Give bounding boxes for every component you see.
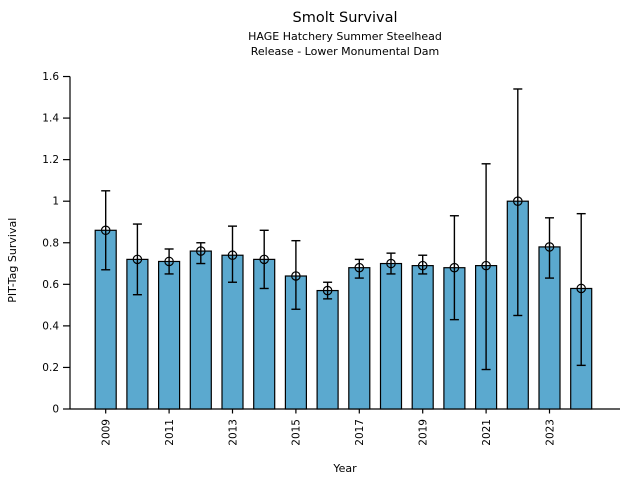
x-tick-label: 2023 [544, 419, 556, 446]
point-marker-2020 [449, 262, 460, 273]
x-tick-label: 2019 [418, 419, 430, 446]
point-marker-2019 [417, 260, 428, 271]
x-axis-label: Year [332, 462, 357, 475]
y-tick-label: 0.4 [42, 320, 59, 332]
bar-2016 [316, 289, 339, 410]
bar-2019 [411, 265, 434, 410]
point-marker-2018 [386, 258, 396, 269]
x-tick-label: 2011 [164, 419, 176, 446]
point-marker-2012 [196, 246, 206, 256]
bar-2018 [379, 262, 403, 410]
x-tick-label: 2009 [101, 419, 113, 446]
bar-2011 [158, 260, 181, 410]
y-tick-label: 0.8 [42, 237, 59, 249]
y-axis-label: PIT-Tag Survival [6, 218, 19, 303]
point-marker-2010 [132, 254, 143, 265]
y-tick-label: 0.2 [42, 362, 59, 374]
point-marker-2011 [164, 256, 174, 267]
point-marker-2021 [481, 260, 491, 271]
point-marker-2013 [227, 250, 238, 261]
chart-subtitle-line1: HAGE Hatchery Summer Steelhead [248, 30, 442, 43]
point-marker-2009 [100, 225, 111, 236]
y-tick-label: 0 [52, 404, 59, 416]
point-marker-2016 [322, 285, 333, 296]
y-tick-label: 1 [52, 196, 59, 208]
x-tick-label: 2013 [227, 419, 239, 446]
chart-title: Smolt Survival [292, 10, 398, 26]
point-marker-2022 [512, 196, 523, 206]
bar-2017 [348, 267, 371, 410]
y-tick-label: 1.2 [42, 154, 59, 166]
x-tick-label: 2021 [481, 419, 493, 446]
bar-2012 [189, 250, 212, 410]
y-tick-label: 1.4 [42, 113, 59, 125]
y-tick-label: 0.6 [42, 279, 59, 291]
point-marker-2014 [259, 254, 269, 265]
chart-subtitle-line2: Release - Lower Monumental Dam [250, 45, 440, 58]
point-marker-2015 [291, 271, 301, 281]
x-tick-label: 2017 [354, 419, 366, 446]
point-marker-2017 [354, 262, 365, 273]
x-tick-label: 2015 [291, 419, 303, 446]
point-marker-2023 [544, 242, 555, 252]
y-tick-label: 1.6 [42, 71, 59, 83]
point-marker-2024 [576, 283, 586, 294]
